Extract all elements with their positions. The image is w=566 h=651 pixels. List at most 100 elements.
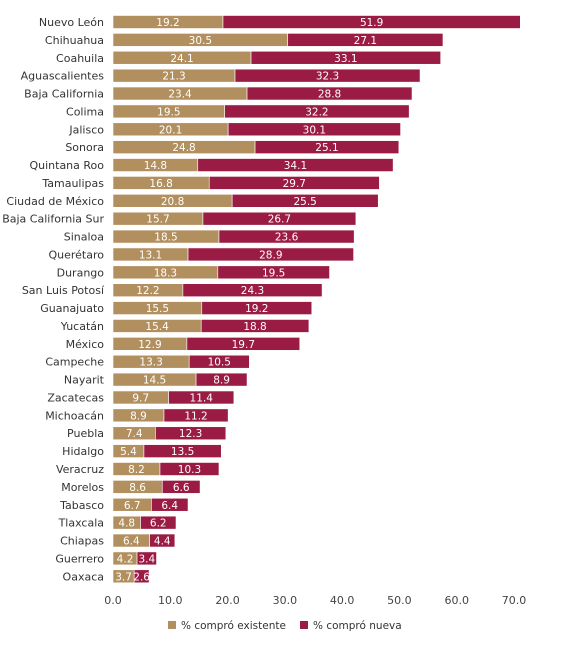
- bar-nueva: [287, 33, 444, 47]
- category-label: Quintana Roo: [29, 159, 104, 172]
- data-label-nueva: 26.7: [268, 214, 291, 226]
- bar-nueva: [151, 497, 189, 512]
- bar-nueva: [133, 569, 150, 584]
- data-label-existente: 9.7: [132, 392, 149, 404]
- data-label-existente: 14.8: [144, 160, 167, 172]
- data-label-existente: 6.4: [123, 536, 140, 548]
- bar-nueva: [201, 301, 313, 315]
- bar-nueva: [182, 283, 323, 298]
- category-label: Nuevo León: [39, 16, 104, 29]
- data-label-existente: 8.9: [130, 410, 147, 422]
- category-label: Querétaro: [48, 248, 104, 261]
- category-label: Campeche: [45, 356, 104, 369]
- data-label-existente: 14.5: [143, 375, 166, 387]
- category-label: Chihuahua: [45, 34, 104, 47]
- bar-nueva: [140, 515, 177, 530]
- category-label: Guanajuato: [40, 302, 104, 315]
- data-label-nueva: 23.6: [275, 232, 299, 244]
- data-label-existente: 12.2: [136, 285, 159, 297]
- data-label-nueva: 6.4: [161, 500, 178, 512]
- data-label-nueva: 19.2: [245, 303, 268, 315]
- category-label: Puebla: [67, 427, 104, 440]
- data-label-existente: 8.2: [128, 464, 145, 476]
- category-label: México: [66, 338, 105, 351]
- data-label-nueva: 8.9: [213, 375, 230, 387]
- category-label: San Luis Potosí: [22, 284, 105, 297]
- bar-nueva: [222, 15, 521, 29]
- bar-nueva: [161, 480, 201, 494]
- data-label-existente: 16.8: [149, 178, 172, 190]
- data-label-nueva: 11.4: [190, 392, 214, 404]
- data-label-existente: 3.7: [115, 571, 132, 583]
- data-label-nueva: 4.4: [154, 536, 171, 548]
- data-label-nueva: 29.7: [283, 178, 306, 190]
- x-tick-label: 30.0: [273, 594, 298, 607]
- data-label-nueva: 10.3: [178, 464, 201, 476]
- bar-nueva: [186, 337, 301, 351]
- data-label-nueva: 19.5: [262, 267, 285, 279]
- bar-nueva: [231, 194, 379, 208]
- category-label: Baja California Sur: [2, 213, 104, 226]
- data-label-nueva: 27.1: [354, 35, 377, 47]
- category-label: Sonora: [65, 141, 104, 154]
- category-label: Zacatecas: [47, 391, 104, 404]
- bar-nueva: [143, 444, 222, 458]
- bar-nueva: [217, 265, 330, 280]
- x-tick-label: 0.0: [104, 594, 122, 607]
- category-label: Tlaxcala: [58, 517, 104, 530]
- data-label-existente: 15.5: [146, 303, 169, 315]
- category-label: Coahuila: [56, 52, 104, 65]
- x-tick-label: 20.0: [215, 594, 240, 607]
- bar-nueva: [187, 247, 354, 262]
- bar-nueva: [168, 390, 235, 405]
- bar-nueva: [197, 158, 394, 172]
- data-label-nueva: 24.3: [241, 285, 264, 297]
- bar-nueva: [224, 104, 410, 119]
- x-tick-label: 40.0: [330, 594, 355, 607]
- bar-nueva: [155, 426, 227, 441]
- data-label-nueva: 6.2: [150, 518, 167, 530]
- data-label-nueva: 10.5: [208, 357, 231, 369]
- data-label-existente: 24.8: [172, 142, 195, 154]
- category-label: Tamaulipas: [41, 177, 104, 190]
- x-tick-label: 70.0: [502, 594, 527, 607]
- bar-nueva: [234, 68, 421, 83]
- data-label-nueva: 34.1: [284, 160, 307, 172]
- data-label-nueva: 13.5: [171, 446, 194, 458]
- data-label-nueva: 28.8: [318, 89, 341, 101]
- data-label-existente: 19.5: [157, 106, 180, 118]
- data-label-existente: 30.5: [189, 35, 212, 47]
- category-label: Morelos: [61, 481, 104, 494]
- x-tick-label: 60.0: [444, 594, 469, 607]
- category-label: Aguascalientes: [21, 70, 105, 83]
- bar-nueva: [208, 176, 380, 190]
- category-label: Sinaloa: [64, 231, 104, 244]
- data-label-nueva: 11.2: [184, 410, 207, 422]
- data-label-existente: 20.1: [159, 124, 182, 136]
- legend-swatch-nueva: [300, 621, 308, 629]
- category-label: Veracruz: [56, 463, 104, 476]
- data-label-nueva: 32.3: [316, 71, 339, 83]
- data-label-nueva: 19.7: [232, 339, 255, 351]
- legend-label-existente: % compró existente: [181, 620, 286, 632]
- data-label-nueva: 51.9: [360, 17, 383, 29]
- bar-nueva: [227, 122, 401, 137]
- category-label: Colima: [66, 105, 104, 118]
- data-label-nueva: 18.8: [243, 321, 266, 333]
- data-label-existente: 12.9: [138, 339, 161, 351]
- bar-nueva: [195, 372, 248, 387]
- category-label: Tabasco: [59, 499, 104, 512]
- data-label-nueva: 6.6: [173, 482, 190, 494]
- data-label-nueva: 25.5: [293, 196, 316, 208]
- category-label: Ciudad de México: [6, 195, 104, 208]
- category-label: Nayarit: [64, 374, 105, 387]
- bar-nueva: [250, 50, 441, 65]
- category-label: Hidalgo: [62, 445, 104, 458]
- category-label: Michoacán: [45, 409, 104, 422]
- data-label-nueva: 33.1: [334, 53, 357, 65]
- data-label-nueva: 25.1: [315, 142, 338, 154]
- category-label: Oaxaca: [63, 570, 104, 583]
- data-label-nueva: 3.4: [138, 553, 155, 565]
- data-label-existente: 15.4: [145, 321, 169, 333]
